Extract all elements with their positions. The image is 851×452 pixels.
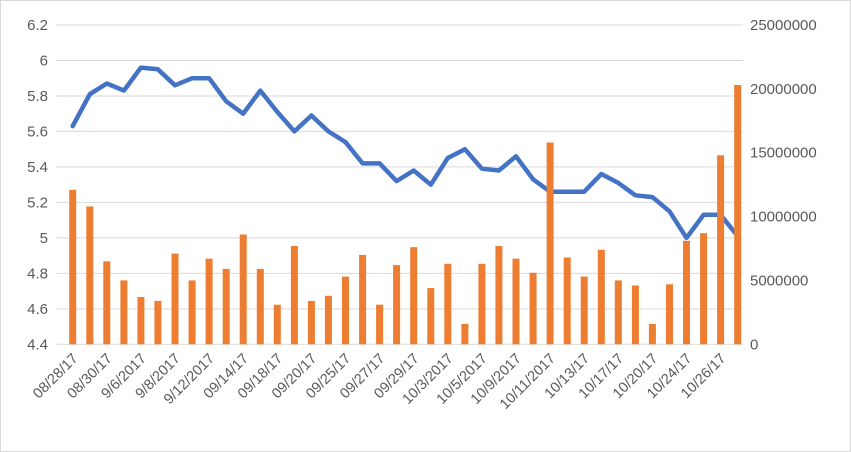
volume-bar xyxy=(700,233,708,345)
y-axis-left-tick-label: 4.8 xyxy=(27,265,48,282)
volume-bar xyxy=(137,297,145,345)
volume-bar xyxy=(393,265,401,345)
volume-bar xyxy=(597,249,605,345)
volume-bar xyxy=(69,189,77,345)
volume-bar xyxy=(546,142,554,345)
y-axis-right-tick-label: 5000000 xyxy=(750,272,808,289)
volume-bar xyxy=(239,234,247,345)
volume-bar xyxy=(324,295,332,345)
volume-bar xyxy=(290,246,298,345)
y-axis-left-tick-label: 5.6 xyxy=(27,123,48,140)
volume-bar xyxy=(666,284,673,345)
volume-bar xyxy=(120,280,128,345)
y-axis-left-tick-label: 5.8 xyxy=(27,88,48,105)
volume-bar xyxy=(512,258,520,345)
volume-bar xyxy=(631,285,639,345)
volume-bar xyxy=(307,300,315,345)
volume-bar xyxy=(734,85,742,345)
y-axis-left-tick-label: 6 xyxy=(40,52,48,69)
volume-bar xyxy=(86,206,94,345)
y-axis-right-tick-label: 20000000 xyxy=(750,81,817,98)
volume-bar xyxy=(648,323,656,345)
volume-bar xyxy=(205,258,213,345)
volume-bar xyxy=(410,247,418,345)
volume-bar xyxy=(103,261,111,345)
volume-bar xyxy=(683,240,690,345)
volume-bar xyxy=(376,304,384,345)
y-axis-right-tick-label: 25000000 xyxy=(750,17,817,34)
price-line xyxy=(70,65,740,241)
volume-bar xyxy=(717,155,725,345)
volume-bar xyxy=(563,257,571,345)
volume-bar xyxy=(154,300,162,345)
volume-bar xyxy=(171,253,179,345)
y-axis-left-tick-label: 5.2 xyxy=(27,194,48,211)
volume-bar xyxy=(427,288,435,345)
volume-bar xyxy=(580,276,588,345)
volume-bar xyxy=(444,263,452,345)
y-axis-left-tick-label: 5.4 xyxy=(27,159,48,176)
volume-bar xyxy=(342,276,349,345)
y-axis-right-tick-label: 10000000 xyxy=(750,209,817,226)
volume-bar xyxy=(222,268,230,345)
y-axis-right-tick-label: 0 xyxy=(750,336,758,353)
volume-bar xyxy=(256,268,264,345)
volume-bar xyxy=(461,323,469,345)
volume-bar xyxy=(478,263,486,345)
y-axis-left-tick-label: 5 xyxy=(40,230,48,247)
volume-bar xyxy=(359,254,367,345)
volume-bar xyxy=(614,280,622,345)
volume-bar xyxy=(495,246,503,345)
volume-bar xyxy=(529,272,537,345)
y-axis-left-tick-label: 4.6 xyxy=(27,301,48,318)
y-axis-left-tick-label: 4.4 xyxy=(27,336,48,353)
y-axis-right-tick-label: 15000000 xyxy=(750,145,817,162)
volume-bar xyxy=(188,280,196,345)
volume-bar xyxy=(273,304,281,345)
y-axis-left-tick-label: 6.2 xyxy=(27,17,48,34)
